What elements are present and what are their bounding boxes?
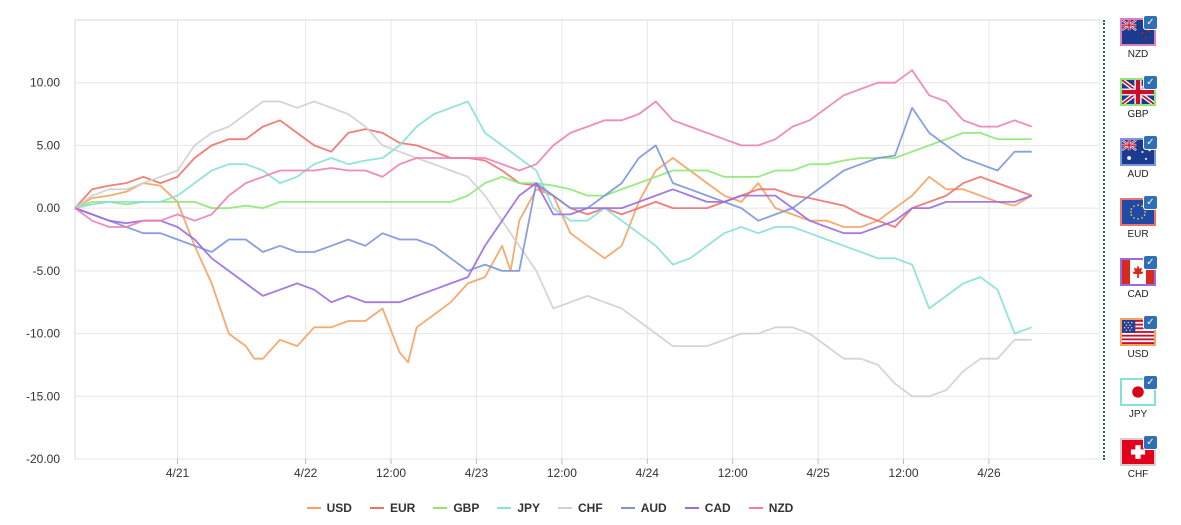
legend-item-eur[interactable]: EUR — [369, 501, 416, 515]
series-line-jpy — [74, 100, 1033, 335]
x-tick-label: 4/25 — [806, 466, 830, 480]
legend-item-gbp[interactable]: GBP — [433, 501, 479, 515]
x-tick-label: 12:00 — [376, 466, 406, 480]
legend-label: JPY — [517, 501, 541, 515]
series-line-aud — [74, 106, 1032, 272]
legend-label: AUD — [640, 501, 667, 515]
currency-toggle-aud[interactable]: ✓ AUD — [1116, 135, 1160, 194]
checkbox-checked-icon[interactable]: ✓ — [1143, 75, 1158, 90]
series-line-gbp — [74, 131, 1032, 210]
currency-toggle-cad[interactable]: ✓ CAD — [1116, 255, 1160, 314]
series-line-chf — [74, 100, 1032, 398]
chart-area: 10.00 5.00 0.00 -5.00 -10.00 -15.00 -20.00 4/21… — [26, 19, 1100, 480]
gbp-flag-icon — [1120, 78, 1156, 106]
x-tick-label: 4/26 — [977, 466, 1001, 480]
x-tick-label: 12:00 — [718, 466, 748, 480]
legend: USD EUR GBP JPY CHF AUD CAD NZD — [0, 498, 1100, 518]
legend-label: USD — [326, 501, 352, 515]
series-line-usd — [74, 157, 1033, 364]
currency-toggle-usd[interactable]: ✓ USD — [1116, 315, 1160, 374]
checkbox-checked-icon[interactable]: ✓ — [1143, 375, 1158, 390]
series-line-nzd — [74, 69, 1033, 228]
legend-label: CAD — [704, 501, 731, 515]
x-tick-label: 4/22 — [294, 466, 318, 480]
y-tick-label: -15.00 — [26, 389, 60, 403]
legend-swatch — [433, 507, 448, 509]
currency-label: CHF — [1127, 469, 1149, 480]
series-line-eur — [74, 119, 1033, 228]
sidebar-divider — [1103, 20, 1106, 460]
x-tick-label: 12:00 — [889, 466, 919, 480]
checkbox-checked-icon[interactable]: ✓ — [1143, 315, 1158, 330]
currency-toggle-chf[interactable]: ✓ CHF — [1116, 435, 1160, 494]
legend-swatch — [558, 507, 573, 509]
legend-item-aud[interactable]: AUD — [620, 501, 667, 515]
checkbox-checked-icon[interactable]: ✓ — [1143, 255, 1158, 270]
currency-label: CAD — [1127, 289, 1149, 300]
legend-label: NZD — [768, 501, 794, 515]
x-tick-label: 4/23 — [465, 466, 489, 480]
currency-toggle-nzd[interactable]: ✓ NZD — [1116, 15, 1160, 74]
legend-item-nzd[interactable]: NZD — [748, 501, 794, 515]
checkbox-checked-icon[interactable]: ✓ — [1143, 135, 1158, 150]
currency-label: AUD — [1127, 169, 1149, 180]
legend-label: CHF — [578, 501, 603, 515]
currency-toggle-eur[interactable]: ✓ EUR — [1116, 195, 1160, 254]
checkbox-checked-icon[interactable]: ✓ — [1143, 435, 1158, 450]
currency-label: EUR — [1127, 229, 1149, 240]
y-tick-label: -5.00 — [33, 264, 61, 278]
legend-item-cad[interactable]: CAD — [684, 501, 731, 515]
currency-label: JPY — [1128, 409, 1148, 420]
chf-flag-icon — [1120, 438, 1156, 466]
legend-item-usd[interactable]: USD — [306, 501, 352, 515]
y-tick-label: 0.00 — [37, 201, 61, 215]
checkbox-checked-icon[interactable]: ✓ — [1143, 15, 1158, 30]
legend-item-chf[interactable]: CHF — [558, 501, 603, 515]
x-tick-label: 4/24 — [636, 466, 660, 480]
line-chart: 10.00 5.00 0.00 -5.00 -10.00 -15.00 -20.00 4/21… — [26, 19, 1100, 480]
legend-swatch — [620, 507, 635, 509]
currency-toggle-jpy[interactable]: ✓ JPY — [1116, 375, 1160, 434]
legend-item-jpy[interactable]: JPY — [497, 501, 540, 515]
jpy-flag-icon — [1120, 378, 1156, 406]
legend-label: EUR — [389, 501, 416, 515]
y-tick-label: 10.00 — [30, 76, 60, 90]
currency-label: GBP — [1127, 109, 1149, 120]
series-line-cad — [74, 182, 1033, 304]
legend-swatch — [684, 507, 699, 509]
legend-swatch — [306, 507, 321, 509]
legend-label: GBP — [453, 501, 480, 515]
x-tick-label: 4/21 — [166, 466, 190, 480]
legend-swatch — [369, 507, 384, 509]
y-tick-label: -20.00 — [26, 452, 60, 466]
y-tick-label: -10.00 — [26, 327, 60, 341]
currency-label: USD — [1127, 349, 1149, 360]
x-tick-label: 12:00 — [547, 466, 577, 480]
legend-swatch — [497, 507, 512, 509]
currency-label: NZD — [1127, 49, 1149, 60]
currency-toggle-gbp[interactable]: ✓ GBP — [1116, 75, 1160, 134]
checkbox-checked-icon[interactable]: ✓ — [1143, 195, 1158, 210]
legend-swatch — [748, 507, 763, 509]
y-tick-label: 5.00 — [37, 138, 61, 152]
